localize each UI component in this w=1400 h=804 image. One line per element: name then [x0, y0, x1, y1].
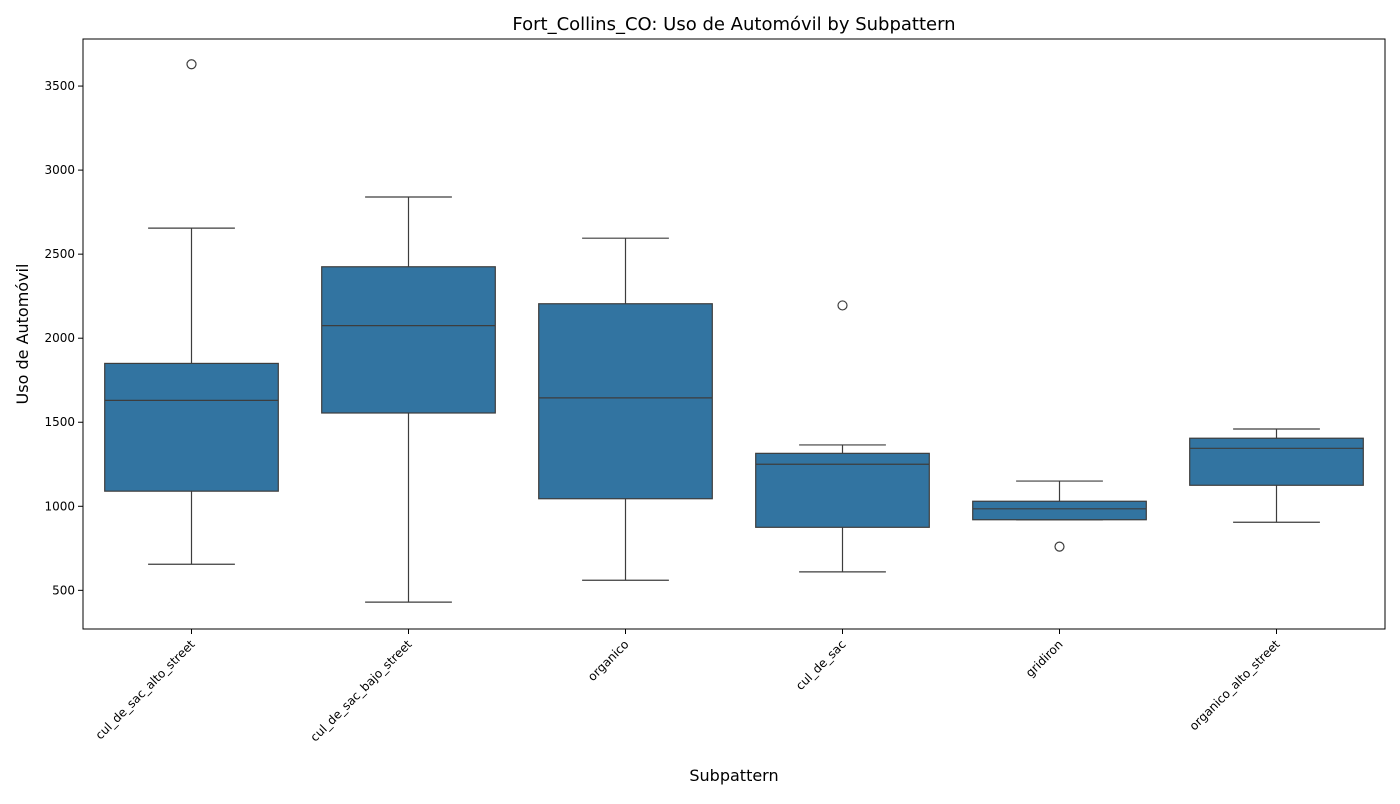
y-tick-label: 500	[52, 583, 75, 597]
outlier-point	[837, 300, 848, 311]
box-body	[321, 266, 496, 414]
y-tick-label: 1000	[44, 499, 75, 513]
x-tick-label: cul_de_sac_bajo_street	[308, 637, 415, 744]
box-body	[104, 362, 279, 492]
y-tick-label: 2500	[44, 247, 75, 261]
x-tick-label: organico_alto_street	[1187, 637, 1283, 733]
x-tick-label: gridiron	[1023, 637, 1066, 680]
chart-title: Fort_Collins_CO: Uso de Automóvil by Sub…	[512, 14, 955, 35]
y-tick-label: 3500	[44, 79, 75, 93]
outlier-point	[1054, 541, 1065, 552]
y-tick-label: 3000	[44, 163, 75, 177]
x-axis-title: Subpattern	[689, 766, 778, 785]
box-body	[538, 303, 713, 500]
x-tick-label: cul_de_sac	[793, 637, 849, 693]
x-tick-label: cul_de_sac_alto_street	[93, 637, 198, 742]
y-tick-label: 2000	[44, 331, 75, 345]
y-tick-label: 1500	[44, 415, 75, 429]
y-axis-title: Uso de Automóvil	[13, 264, 32, 405]
plot-frame	[82, 38, 1386, 630]
box-body	[755, 452, 930, 528]
x-tick-label: organico	[585, 637, 632, 684]
outlier-point	[186, 59, 197, 70]
plot-area: 500 1000 1500 2000 2500 3000 3500 cul_de_sac_al…	[44, 38, 1386, 744]
box-body	[1189, 437, 1364, 486]
box-body	[972, 500, 1147, 521]
